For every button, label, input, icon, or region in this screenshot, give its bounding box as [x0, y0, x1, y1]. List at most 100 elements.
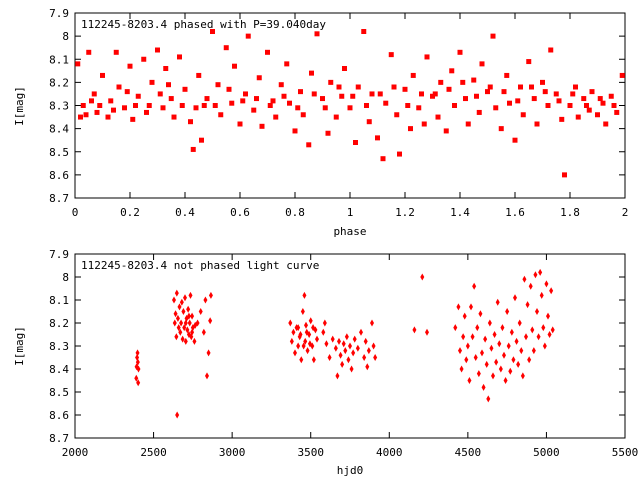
light-curve-x-tick-label: 5500: [612, 446, 639, 459]
phased-data-point: [383, 100, 389, 106]
phased-data-point: [201, 103, 207, 108]
light-curve-data-point: [462, 312, 467, 320]
phased-data-point: [485, 89, 490, 95]
phased-data-point: [287, 100, 292, 106]
phased-data-point: [284, 61, 290, 67]
light-curve-data-point: [519, 347, 524, 355]
light-curve-data-point: [352, 335, 357, 343]
light-curve-data-point: [539, 291, 544, 299]
light-curve-data-point: [190, 328, 195, 336]
phased-data-point: [581, 96, 587, 102]
phased-data-point: [179, 103, 185, 108]
phased-data-point: [298, 89, 303, 95]
light-curve-data-point: [182, 324, 187, 332]
phased-data-point: [196, 72, 202, 78]
phased-data-point: [410, 72, 416, 78]
light-curve-data-point: [190, 312, 195, 320]
phased-data-point: [144, 109, 149, 115]
light-curve-y-axis-label: I[mag]: [13, 326, 26, 366]
light-curve-data-point: [174, 289, 179, 297]
phased-data-point: [243, 91, 248, 97]
phased-data-point: [237, 121, 243, 127]
phased-data-point: [105, 114, 111, 120]
light-curve-data-point: [134, 374, 139, 382]
phased-data-point: [518, 84, 523, 90]
phased-data-point: [526, 59, 532, 65]
light-curve-data-point: [494, 358, 499, 366]
phased-data-point: [435, 114, 441, 120]
light-curve-data-point: [542, 342, 547, 350]
phased-data-point: [306, 142, 312, 148]
phased-data-point: [292, 128, 298, 134]
phased-data-point: [507, 100, 512, 106]
phased-data-point: [111, 107, 116, 113]
light-curve-data-point: [203, 296, 208, 304]
light-curve-data-point: [491, 372, 495, 380]
light-curve-data-point: [185, 326, 190, 334]
light-curve-data-point: [550, 326, 555, 334]
phased-data-point: [215, 82, 221, 88]
phased-x-tick-label: 1.6: [505, 206, 525, 219]
light-curve-data-point: [487, 319, 492, 327]
light-curve-data-point: [503, 377, 508, 384]
phased-x-tick-label: 1: [347, 206, 354, 219]
light-curve-data-point: [208, 317, 213, 325]
light-curve-data-point: [301, 342, 306, 350]
phased-data-point: [405, 103, 411, 108]
phased-data-point: [108, 98, 114, 104]
phased-data-point: [94, 109, 100, 115]
phased-data-point: [443, 128, 449, 134]
phased-data-point: [408, 126, 413, 132]
phased-data-point: [548, 47, 554, 53]
light-curve-data-point: [525, 301, 530, 309]
light-curve-data-point: [178, 328, 183, 336]
light-curve-data-point: [198, 308, 203, 315]
light-curve-data-point: [187, 319, 192, 327]
light-curve-data-point: [498, 365, 503, 373]
phased-y-tick-label: 8.1: [49, 53, 69, 66]
light-curve-data-point: [461, 333, 466, 341]
phased-data-point: [245, 33, 251, 39]
phased-data-point: [498, 126, 504, 132]
light-curve-data-point: [341, 340, 346, 348]
light-curve-data-point: [513, 294, 517, 302]
light-curve-x-tick-label: 4000: [376, 446, 403, 459]
phased-data-point: [193, 105, 199, 111]
phased-data-point: [163, 66, 169, 71]
phased-data-point: [80, 103, 86, 108]
light-curve-data-point: [303, 337, 308, 345]
light-curve-data-point: [412, 326, 417, 334]
phased-data-point: [534, 121, 540, 127]
phased-y-tick-label: 8: [62, 30, 69, 43]
light-curve-data-point: [193, 321, 198, 329]
phased-data-point: [78, 114, 83, 120]
light-curve-data-point: [330, 335, 335, 343]
phased-data-point: [570, 91, 576, 97]
light-curve-data-point: [541, 324, 546, 332]
light-curve-data-point: [538, 268, 543, 276]
light-curve-x-tick-label: 2000: [62, 446, 89, 459]
phased-y-tick-label: 8.6: [49, 169, 69, 182]
phased-data-point: [553, 91, 559, 97]
light-curve-data-point: [470, 333, 475, 341]
light-curve-data-point: [180, 335, 185, 343]
light-curve-chart-title: 112245-8203.4 not phased light curve: [81, 259, 319, 272]
phased-x-tick-label: 0.2: [120, 206, 140, 219]
light-curve-data-point: [366, 347, 371, 355]
phased-data-point: [350, 93, 356, 99]
light-curve-data-point: [456, 303, 461, 311]
phased-y-tick-label: 7.9: [49, 7, 69, 20]
phased-data-point: [218, 112, 224, 118]
light-curve-data-point: [528, 282, 533, 290]
light-curve-data-point: [299, 356, 304, 364]
phased-y-tick-label: 8.4: [49, 123, 69, 136]
phased-data-point: [182, 86, 188, 92]
phased-data-point: [361, 29, 367, 34]
phased-data-point: [366, 119, 372, 125]
light-curve-data-point: [483, 335, 488, 343]
light-curve-data-point: [349, 365, 354, 373]
phased-data-point: [314, 31, 320, 37]
phased-data-point: [608, 93, 614, 99]
light-curve-data-point: [173, 310, 178, 318]
light-curve-data-point: [453, 324, 458, 332]
